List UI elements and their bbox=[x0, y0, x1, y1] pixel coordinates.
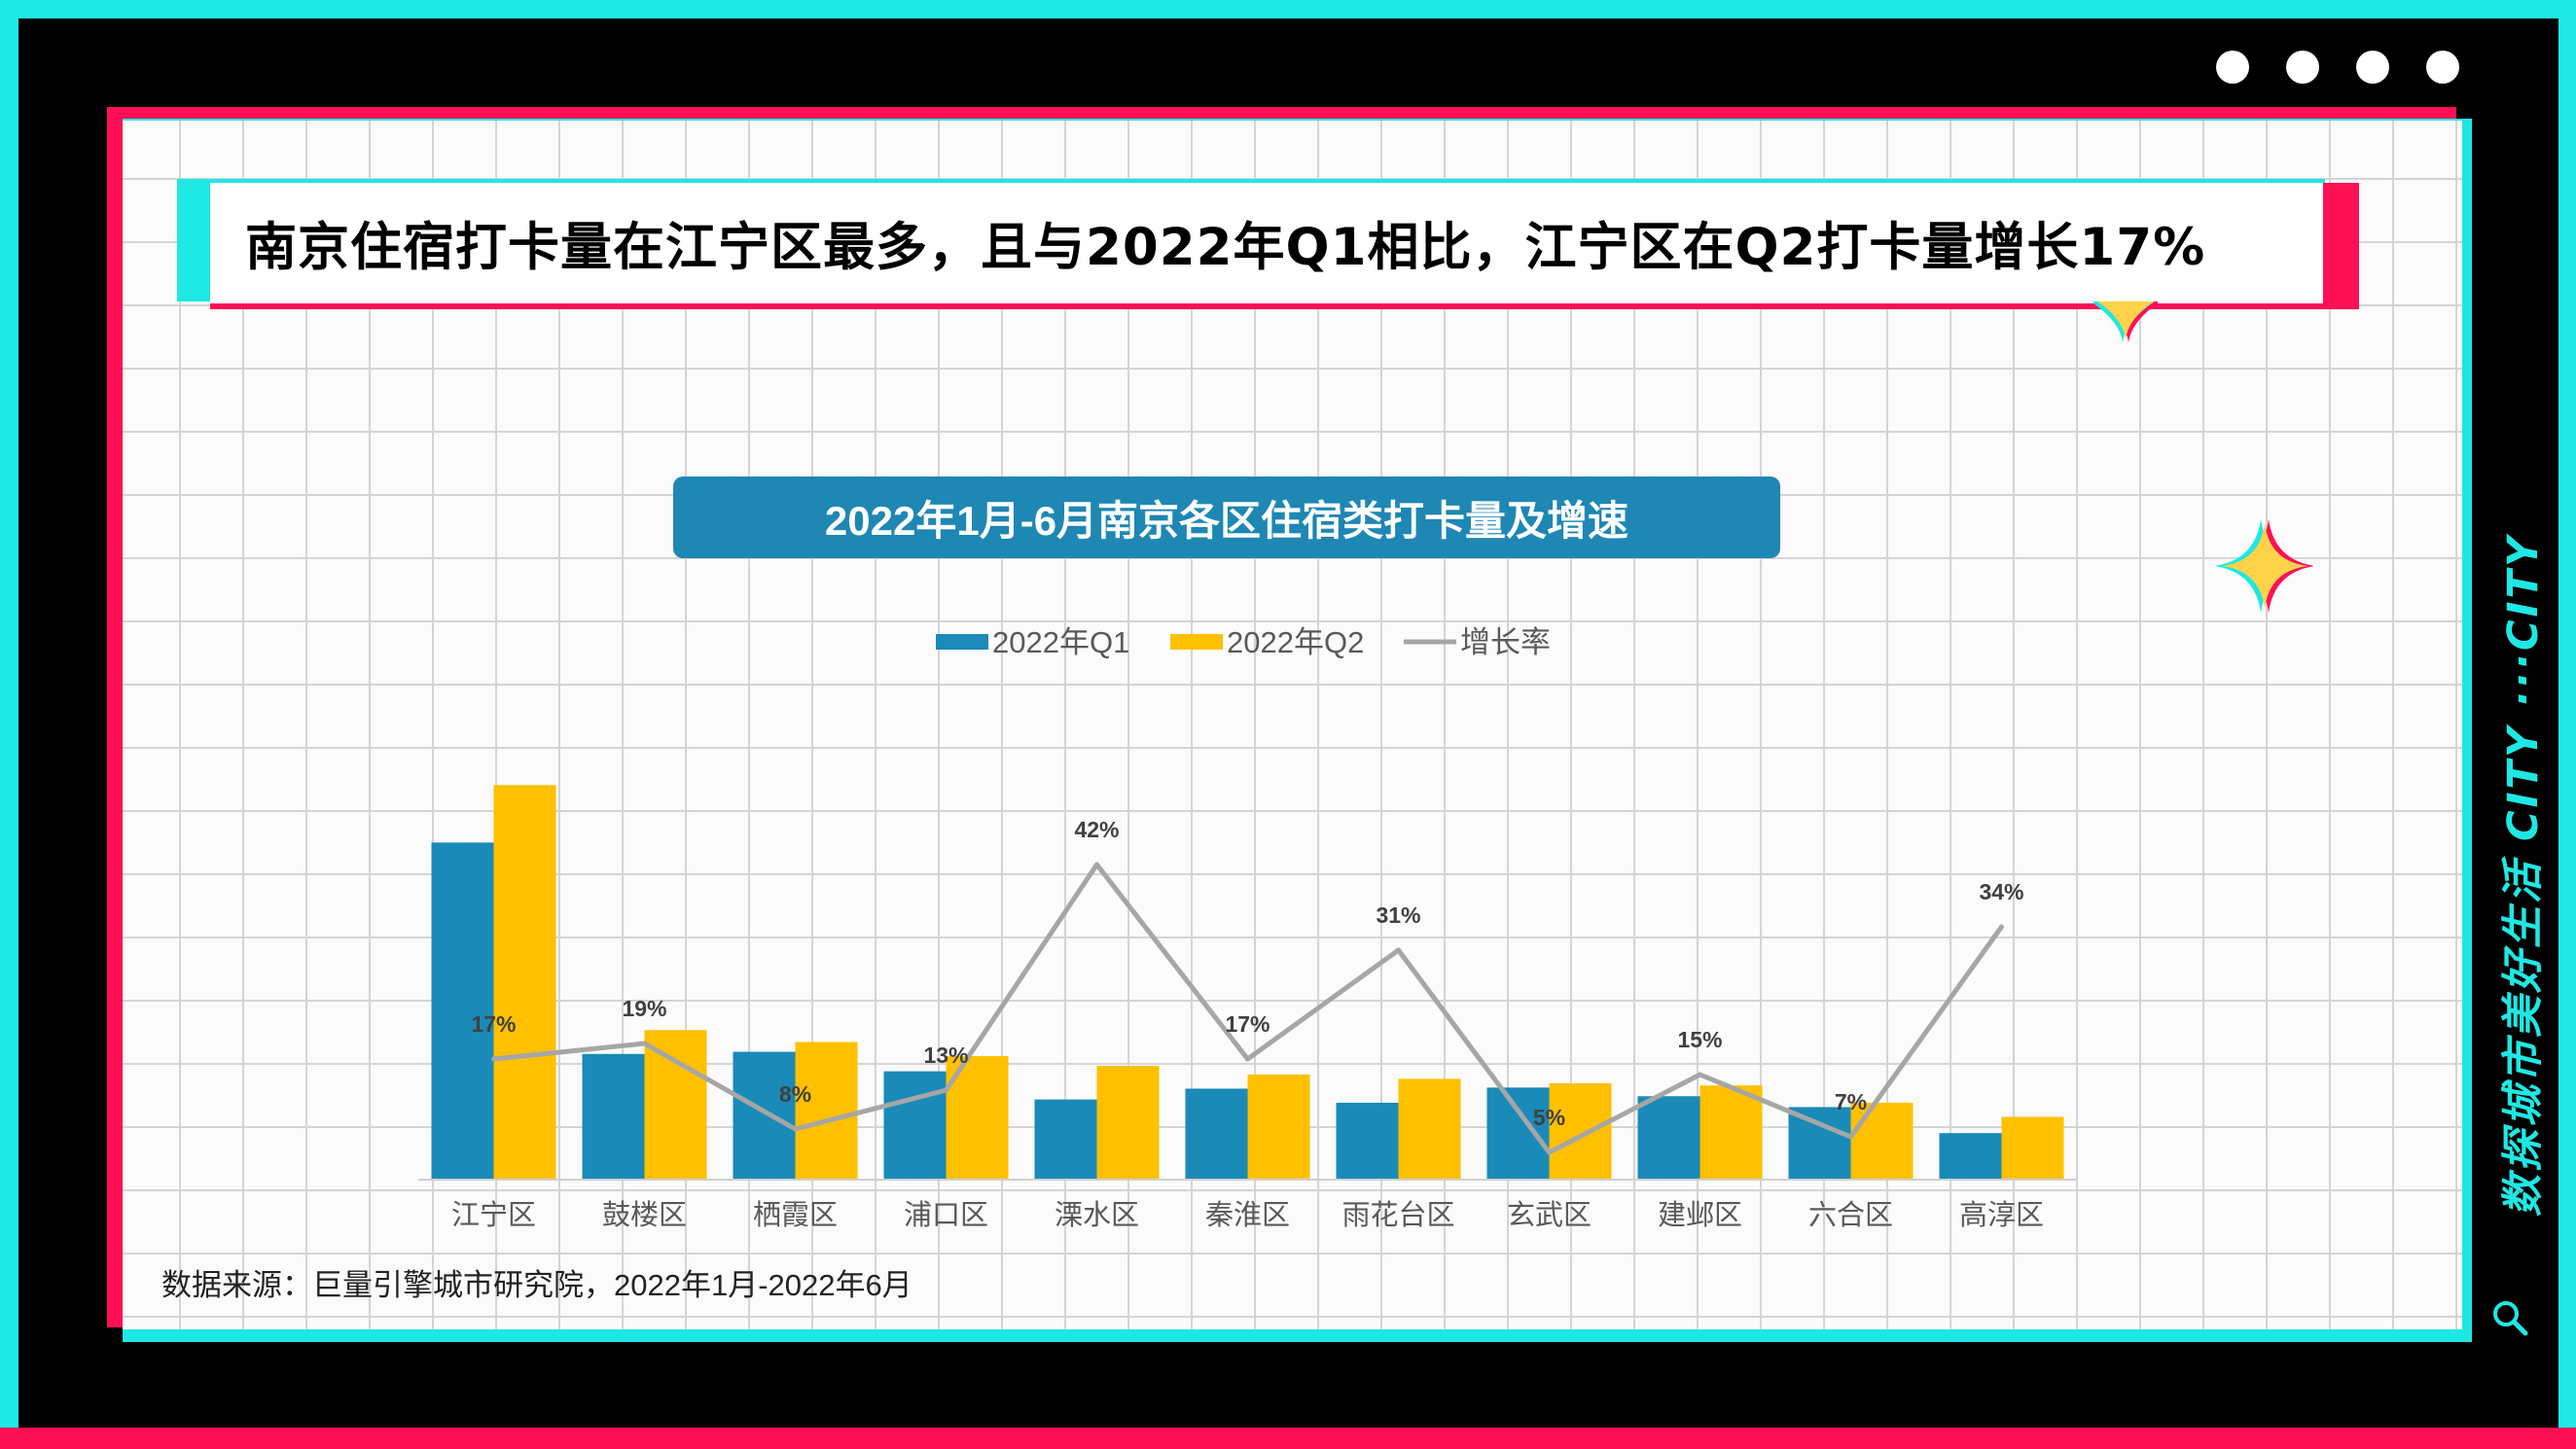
x-tick-label: 六合区 bbox=[1808, 1199, 1893, 1231]
x-tick-label: 雨花台区 bbox=[1342, 1199, 1454, 1231]
growth-point bbox=[491, 1056, 496, 1062]
growth-point bbox=[944, 1087, 948, 1093]
x-tick-label: 高淳区 bbox=[1959, 1199, 2044, 1231]
dot-4 bbox=[2421, 51, 2464, 84]
growth-data-label: 8% bbox=[779, 1081, 811, 1107]
growth-point bbox=[1848, 1134, 1853, 1140]
source-note: 数据来源：巨量引擎城市研究院，2022年1月-2022年6月 bbox=[161, 1268, 912, 1302]
bar-q1-1 bbox=[582, 1053, 645, 1179]
x-tick-label: 浦口区 bbox=[904, 1199, 988, 1231]
growth-point bbox=[1396, 947, 1401, 953]
bar-q2-10 bbox=[2001, 1116, 2064, 1179]
x-tick-label: 栖霞区 bbox=[753, 1199, 838, 1231]
headline: 南京住宿打卡量在江宁区最多，且与2022年Q1相比，江宁区在Q2打卡量增长17% bbox=[210, 183, 2323, 303]
sparkle-small-icon bbox=[2093, 301, 2158, 342]
bar-q1-9 bbox=[1788, 1107, 1851, 1179]
x-tick-label: 玄武区 bbox=[1507, 1199, 1592, 1231]
bar-q2-5 bbox=[1247, 1074, 1310, 1179]
left-cyan-border bbox=[0, 0, 18, 1449]
side-slogan: 数探城市美好生活 CITY ···CITY bbox=[2490, 457, 2549, 1293]
bar-q2-1 bbox=[644, 1030, 707, 1179]
growth-point bbox=[1999, 924, 2004, 930]
growth-point bbox=[1698, 1072, 1702, 1078]
growth-point bbox=[1094, 862, 1099, 867]
top-cyan-border bbox=[0, 0, 2576, 18]
bar-q1-0 bbox=[431, 842, 494, 1179]
x-tick-label: 秦淮区 bbox=[1205, 1199, 1290, 1231]
x-tick-label: 鼓楼区 bbox=[602, 1199, 687, 1231]
bar-q2-4 bbox=[1096, 1066, 1160, 1179]
growth-point bbox=[1245, 1056, 1250, 1062]
legend-swatch-0 bbox=[936, 634, 988, 650]
right-cyan-border bbox=[2558, 0, 2576, 1449]
bar-q1-8 bbox=[1637, 1096, 1700, 1179]
search-icon bbox=[2493, 1301, 2528, 1336]
growth-data-label: 34% bbox=[1979, 879, 2023, 904]
legend-label: 2022年Q1 bbox=[992, 625, 1129, 659]
growth-data-label: 42% bbox=[1074, 817, 1119, 842]
growth-data-label: 31% bbox=[1376, 902, 1420, 928]
legend-swatch-1 bbox=[1170, 634, 1223, 650]
bar-q1-7 bbox=[1486, 1087, 1550, 1179]
growth-data-label: 13% bbox=[923, 1043, 968, 1068]
x-tick-label: 溧水区 bbox=[1055, 1199, 1139, 1231]
x-tick-label: 江宁区 bbox=[451, 1199, 536, 1231]
bottom-red-border bbox=[0, 1428, 2576, 1449]
bar-q2-0 bbox=[493, 785, 556, 1179]
legend-label: 2022年Q2 bbox=[1227, 625, 1364, 659]
bar-q2-2 bbox=[795, 1042, 858, 1179]
bar-q2-6 bbox=[1398, 1078, 1461, 1179]
growth-data-label: 7% bbox=[1835, 1089, 1867, 1114]
growth-data-label: 15% bbox=[1677, 1027, 1722, 1052]
bar-q1-6 bbox=[1336, 1102, 1399, 1179]
bar-q1-4 bbox=[1034, 1099, 1097, 1179]
legend-label: 增长率 bbox=[1460, 625, 1551, 659]
bar-q1-10 bbox=[1939, 1133, 2002, 1179]
bar-q1-3 bbox=[883, 1071, 947, 1179]
growth-point bbox=[642, 1041, 647, 1046]
growth-data-label: 19% bbox=[622, 996, 666, 1021]
x-tick-label: 建邺区 bbox=[1658, 1199, 1742, 1231]
bar-q2-7 bbox=[1549, 1082, 1612, 1179]
sparkle-large-icon bbox=[2216, 519, 2313, 613]
window-dots bbox=[2208, 49, 2464, 88]
bar-q1-2 bbox=[733, 1051, 796, 1179]
growth-point bbox=[793, 1126, 798, 1132]
growth-data-label: 17% bbox=[1225, 1011, 1270, 1037]
bar-q2-9 bbox=[1850, 1102, 1914, 1179]
side-slogan-text: 数探城市美好生活 CITY ···CITY bbox=[2499, 534, 2548, 1217]
bar-q2-8 bbox=[1699, 1085, 1763, 1179]
growth-data-label: 5% bbox=[1533, 1105, 1565, 1130]
growth-point bbox=[1547, 1149, 1552, 1155]
growth-data-label: 17% bbox=[471, 1011, 516, 1037]
bar-q1-5 bbox=[1185, 1088, 1248, 1179]
chart-title: 2022年1月-6月南京各区住宿类打卡量及增速 bbox=[673, 477, 1780, 558]
